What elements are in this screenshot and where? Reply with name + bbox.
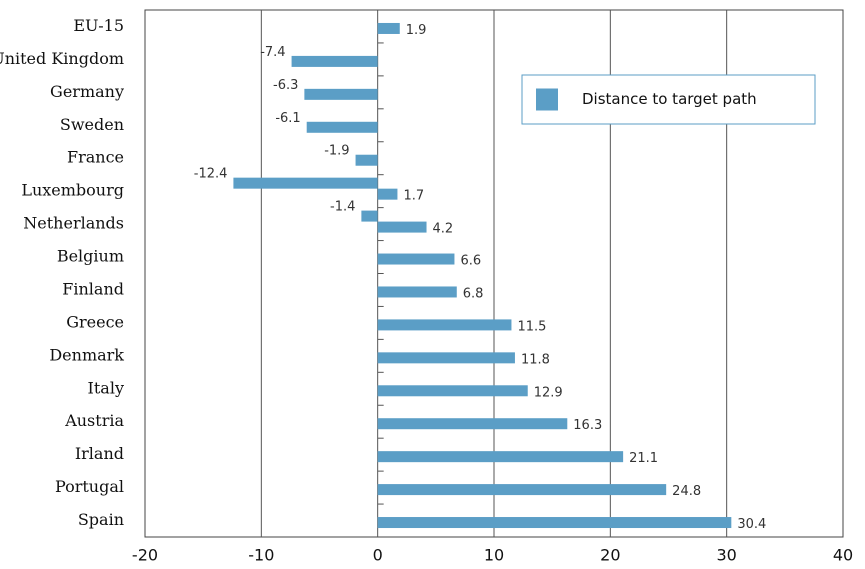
bar <box>361 210 378 222</box>
bar <box>377 221 427 233</box>
value-label: -12.4 <box>194 167 228 182</box>
y-tick-label: Luxembourg <box>21 181 124 200</box>
bar <box>304 88 378 100</box>
y-tick-label: Portugal <box>55 477 124 496</box>
value-label: 4.2 <box>433 222 454 237</box>
value-label: -1.9 <box>324 144 349 159</box>
y-tick-label: Sweden <box>60 115 124 134</box>
y-tick-label: Greece <box>66 312 124 331</box>
value-label: -7.4 <box>260 45 285 60</box>
legend-box <box>521 74 816 125</box>
value-label: 6.8 <box>463 286 484 301</box>
bar <box>306 121 378 133</box>
value-label: 30.4 <box>737 517 766 532</box>
x-tick-label: -10 <box>248 546 274 565</box>
value-label: -1.4 <box>330 200 355 215</box>
value-label: 1.9 <box>406 23 427 38</box>
bar <box>377 319 512 331</box>
bar <box>377 286 457 298</box>
bar <box>377 352 515 364</box>
bar <box>377 188 398 200</box>
x-tick-label: 10 <box>484 546 504 565</box>
value-label: -6.3 <box>273 78 298 93</box>
y-tick-label: Denmark <box>49 345 124 364</box>
y-tick-label: Germany <box>50 82 124 101</box>
y-tick-label: Finland <box>62 279 124 298</box>
bar <box>377 22 400 34</box>
value-label: 6.6 <box>460 254 481 269</box>
legend-label: Distance to target path <box>582 90 757 108</box>
bar <box>233 177 378 189</box>
x-tick-label: 20 <box>600 546 620 565</box>
bar <box>377 451 624 463</box>
x-tick-label: -20 <box>132 546 158 565</box>
y-tick-label: Italy <box>88 378 124 397</box>
bar <box>377 253 455 265</box>
bar <box>377 484 667 496</box>
x-tick-label: 30 <box>716 546 736 565</box>
y-tick-label: EU-15 <box>73 16 124 35</box>
y-tick-label: Belgium <box>57 247 124 266</box>
value-label: 11.8 <box>521 352 550 367</box>
value-label: 1.7 <box>403 189 424 204</box>
value-label: -6.1 <box>275 111 300 126</box>
value-label: 12.9 <box>534 385 563 400</box>
y-tick-label: United Kingdom <box>0 49 124 68</box>
bar <box>377 418 568 430</box>
bar <box>377 517 732 529</box>
value-label: 11.5 <box>517 319 546 334</box>
y-tick-label: Irland <box>75 444 124 463</box>
value-label: 24.8 <box>672 484 701 499</box>
value-label: 21.1 <box>629 451 658 466</box>
x-tick-label: 40 <box>833 546 853 565</box>
y-tick-label: Austria <box>64 411 124 430</box>
x-tick-label: 0 <box>373 546 383 565</box>
legend-swatch <box>536 88 558 111</box>
y-tick-label: Netherlands <box>23 214 124 233</box>
bar <box>355 154 378 166</box>
y-tick-label: France <box>67 148 124 167</box>
value-label: 16.3 <box>573 418 602 433</box>
bar <box>377 385 528 397</box>
bar <box>291 55 378 67</box>
y-tick-label: Spain <box>78 510 124 529</box>
